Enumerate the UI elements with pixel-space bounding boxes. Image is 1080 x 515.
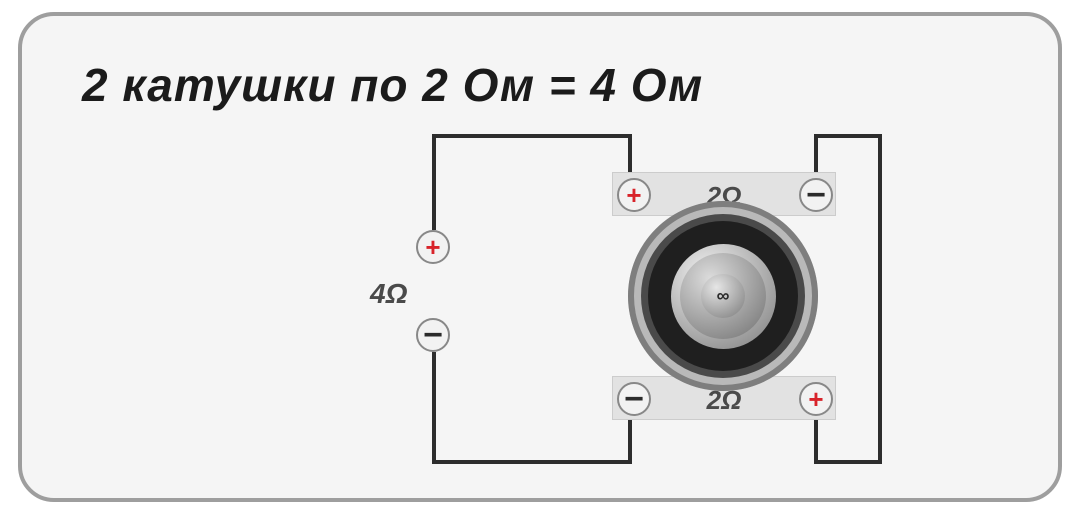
amp-impedance-label: 4Ω bbox=[370, 278, 407, 310]
amp-positive-terminal: + bbox=[416, 230, 450, 264]
diagram-frame: 2 катушки по 2 Ом = 4 Ом + − 4Ω + 2Ω − −… bbox=[18, 12, 1062, 502]
diagram-title: 2 катушки по 2 Ом = 4 Ом bbox=[82, 58, 703, 112]
speaker-logo-icon: ∞ bbox=[717, 286, 730, 307]
amp-negative-terminal: − bbox=[416, 318, 450, 352]
subwoofer-icon: ∞ bbox=[628, 201, 818, 391]
